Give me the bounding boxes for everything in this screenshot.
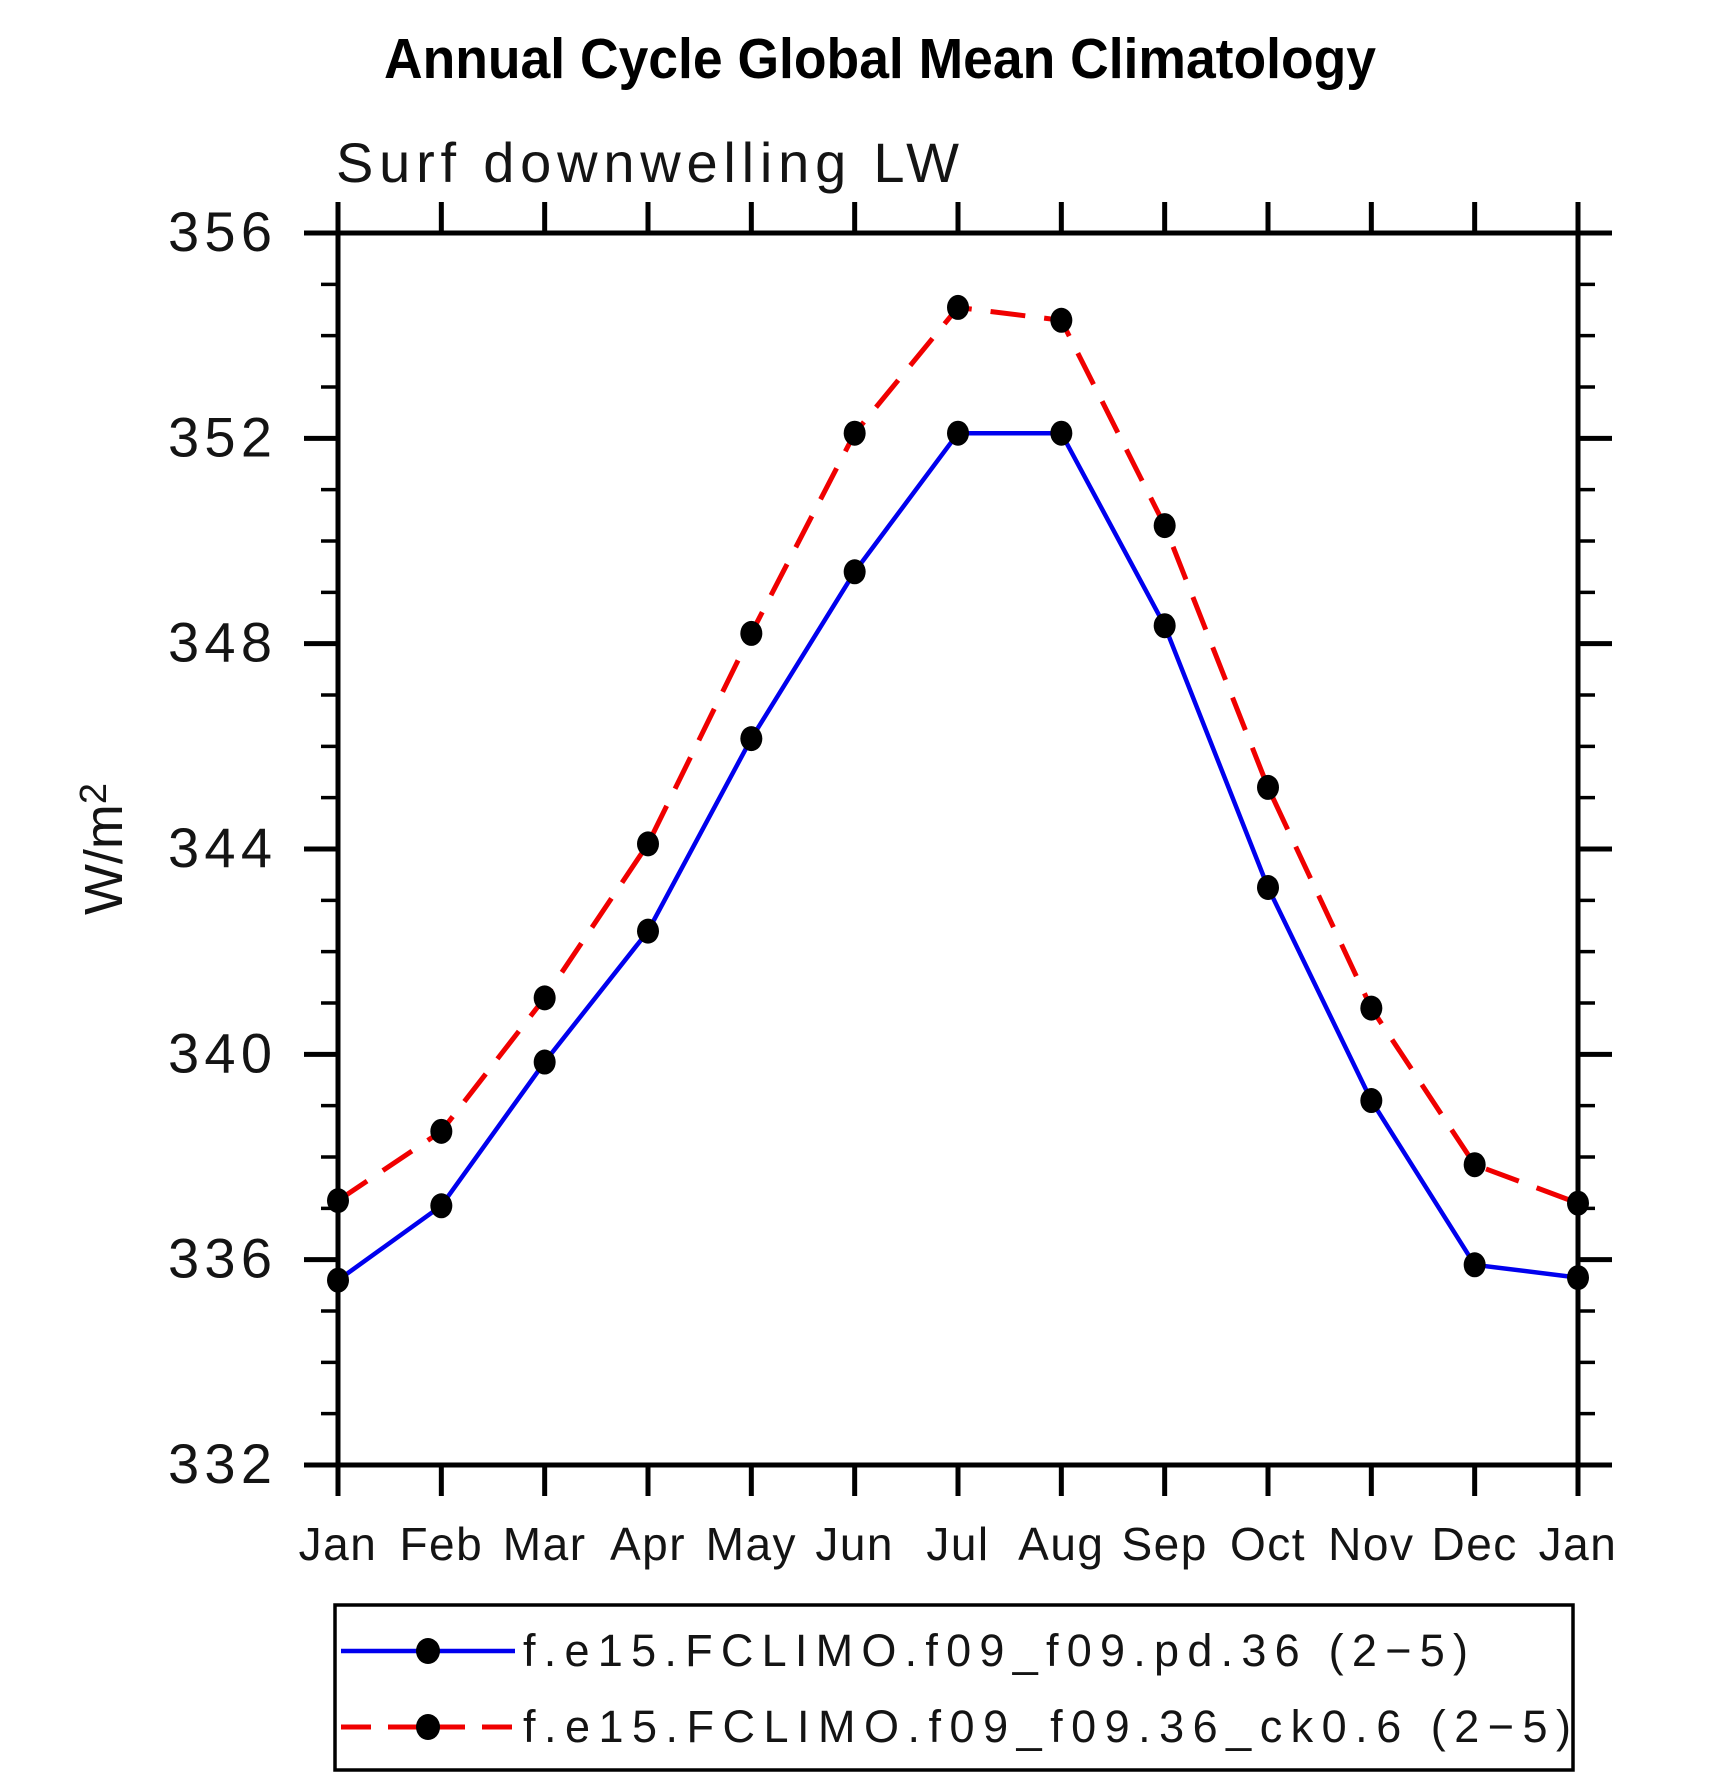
data-point-s1-Aug	[1050, 307, 1073, 333]
y-axis-tick-label: 340	[168, 1021, 272, 1084]
y-axis-label: W/m2	[73, 783, 134, 915]
plot-frame	[335, 230, 1581, 1468]
data-point-s0-Dec	[1463, 1252, 1486, 1278]
y-axis-tick-label: 356	[168, 200, 272, 263]
data-point-s1-Jun	[843, 420, 866, 446]
data-point-s0-Feb	[430, 1193, 453, 1219]
legend-box	[333, 1603, 1575, 1772]
x-axis-month-label: Jun	[815, 1518, 894, 1570]
data-series	[327, 294, 1589, 1293]
x-axis-month-label: Feb	[399, 1518, 483, 1570]
y-axis-tick-label: 332	[168, 1432, 272, 1495]
x-axis-month-label: Dec	[1432, 1518, 1518, 1570]
chart-subtitle: Surf downwelling LW	[336, 131, 959, 194]
y-axis-tick-label: 336	[168, 1227, 272, 1290]
data-point-s1-Mar	[533, 985, 556, 1011]
data-point-s0-Apr	[637, 918, 659, 944]
x-axis-month-label: Sep	[1121, 1518, 1207, 1570]
x-axis-month-label: Aug	[1018, 1518, 1104, 1570]
x-axis-month-label: Jan	[1539, 1518, 1618, 1570]
legend-marker-0	[416, 1638, 440, 1664]
x-axis-month-label: Mar	[503, 1518, 587, 1570]
x-axis-month-label: Jul	[926, 1518, 989, 1570]
x-axis-month-label: May	[706, 1518, 797, 1570]
data-point-s1-Apr	[637, 831, 659, 857]
y-axis-tick-label: 344	[168, 816, 272, 879]
data-point-s0-Nov	[1360, 1088, 1383, 1114]
plot-border	[335, 230, 1581, 1468]
y-axis-tick-label: 348	[168, 611, 272, 674]
y-axis-tick-label: 352	[168, 405, 272, 468]
data-point-s0-Mar	[533, 1049, 556, 1075]
data-point-s0-Oct	[1257, 875, 1279, 900]
legend: f.e15.FCLIMO.f09_f09.pd.36 (2−5)f.e15.FC…	[333, 1603, 1575, 1772]
data-point-s1-Oct	[1257, 774, 1279, 800]
x-axis-month-label: Nov	[1328, 1518, 1414, 1570]
data-point-s0-Jun	[843, 559, 866, 585]
data-point-s0-Jul	[947, 420, 969, 446]
axis-tick-labels: 332 336 340 344 348 352 356 Jan Feb Mar Apr May Jun J…	[168, 200, 1618, 1570]
x-axis-month-label: Jan	[299, 1518, 378, 1570]
data-point-s1-Jul	[947, 294, 969, 320]
data-point-s1-Sep	[1153, 513, 1176, 539]
series-line-0	[336, 430, 1579, 1283]
data-point-s1-Dec	[1463, 1152, 1486, 1178]
axis-ticks	[304, 202, 1612, 1496]
data-point-s1-May	[740, 620, 763, 646]
chart-title: Annual Cycle Global Mean Climatology	[384, 27, 1376, 91]
data-point-s1-Nov	[1360, 995, 1383, 1021]
x-axis-month-label: Oct	[1230, 1518, 1306, 1570]
data-point-s1-Feb	[430, 1118, 453, 1144]
legend-marker-1	[416, 1714, 440, 1740]
data-point-s0-Sep	[1153, 613, 1176, 639]
data-point-s0-May	[740, 726, 763, 752]
data-point-s0-Aug	[1050, 420, 1073, 446]
x-axis-month-label: Apr	[610, 1518, 686, 1570]
